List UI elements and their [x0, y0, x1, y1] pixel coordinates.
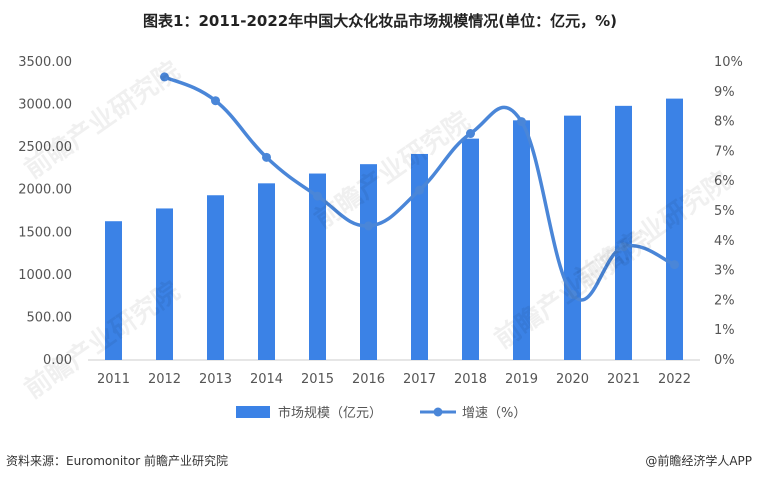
growth-point: [568, 289, 577, 299]
bar: [615, 105, 632, 360]
growth-point: [619, 242, 628, 252]
growth-point: [364, 221, 373, 231]
x-tick-label: 2018: [454, 372, 487, 387]
growth-point: [517, 117, 526, 127]
y-left-tick-label: 0.00: [43, 353, 72, 368]
growth-point: [313, 191, 322, 201]
line-series: [160, 72, 679, 302]
y-left-tick-label: 3500.00: [18, 55, 72, 70]
chart-axes: 0.00 500.00 1000.00 1500.00 2000.00 2500.00 30…: [18, 55, 743, 387]
legend-bar-label: 市场规模（亿元）: [278, 405, 382, 421]
x-tick-label: 2015: [301, 372, 334, 387]
y-right-tick-label: 9%: [714, 85, 735, 100]
legend-line-label: 增速（%）: [462, 406, 526, 421]
bar: [513, 120, 530, 360]
bar: [462, 138, 479, 360]
x-tick-label: 2014: [250, 372, 283, 387]
y-left-tick-label: 2500.00: [18, 140, 72, 155]
bar: [258, 183, 275, 360]
legend-line-marker: [433, 407, 443, 417]
y-right-tick-label: 10%: [714, 55, 743, 70]
y-right-tick-label: 8%: [714, 115, 735, 130]
bar: [156, 208, 173, 360]
bar: [309, 173, 326, 360]
y-right-tick-label: 1%: [714, 323, 735, 338]
x-tick-label: 2011: [97, 372, 130, 387]
brand-note: @前瞻经济学人APP: [645, 454, 752, 468]
x-tick-label: 2020: [556, 372, 589, 387]
source-note: 资料来源：Euromonitor 前瞻产业研究院: [6, 454, 228, 468]
growth-point: [160, 72, 169, 82]
bar: [666, 98, 683, 361]
bar: [564, 115, 581, 360]
x-tick-label: 2022: [658, 372, 691, 387]
x-tick-label: 2012: [148, 372, 181, 387]
y-right-tick-label: 5%: [714, 204, 735, 219]
y-right-tick-label: 6%: [714, 174, 735, 189]
y-left-tick-label: 500.00: [27, 310, 73, 325]
y-left-tick-label: 2000.00: [18, 183, 72, 198]
bar: [105, 221, 122, 360]
x-tick-label: 2021: [607, 372, 640, 387]
growth-point: [670, 260, 679, 270]
chart-title: 图表1：2011-2022年中国大众化妆品市场规模情况(单位：亿元，%): [143, 12, 617, 30]
growth-line: [163, 75, 676, 302]
y-left-tick-label: 3000.00: [18, 98, 72, 113]
y-left-tick-label: 1000.00: [18, 268, 72, 283]
growth-point: [415, 185, 424, 195]
y-right-tick-label: 3%: [714, 264, 735, 279]
x-tick-label: 2016: [352, 372, 385, 387]
chart-legend: 市场规模（亿元） 增速（%）: [236, 405, 526, 421]
y-right-tick-label: 0%: [714, 353, 735, 368]
x-tick-label: 2019: [505, 372, 538, 387]
y-right-tick-label: 7%: [714, 144, 735, 159]
y-right-tick-label: 2%: [714, 293, 735, 308]
y-left-tick-label: 1500.00: [18, 225, 72, 240]
bar-series: [105, 98, 683, 361]
x-tick-label: 2013: [199, 372, 232, 387]
y-right-tick-label: 4%: [714, 234, 735, 249]
legend-bar-swatch: [236, 406, 270, 418]
x-tick-label: 2017: [403, 372, 436, 387]
bar: [411, 153, 428, 360]
bar: [207, 195, 224, 360]
growth-point: [466, 129, 475, 139]
growth-point: [211, 96, 220, 106]
bar: [360, 164, 377, 360]
growth-point: [262, 152, 271, 162]
